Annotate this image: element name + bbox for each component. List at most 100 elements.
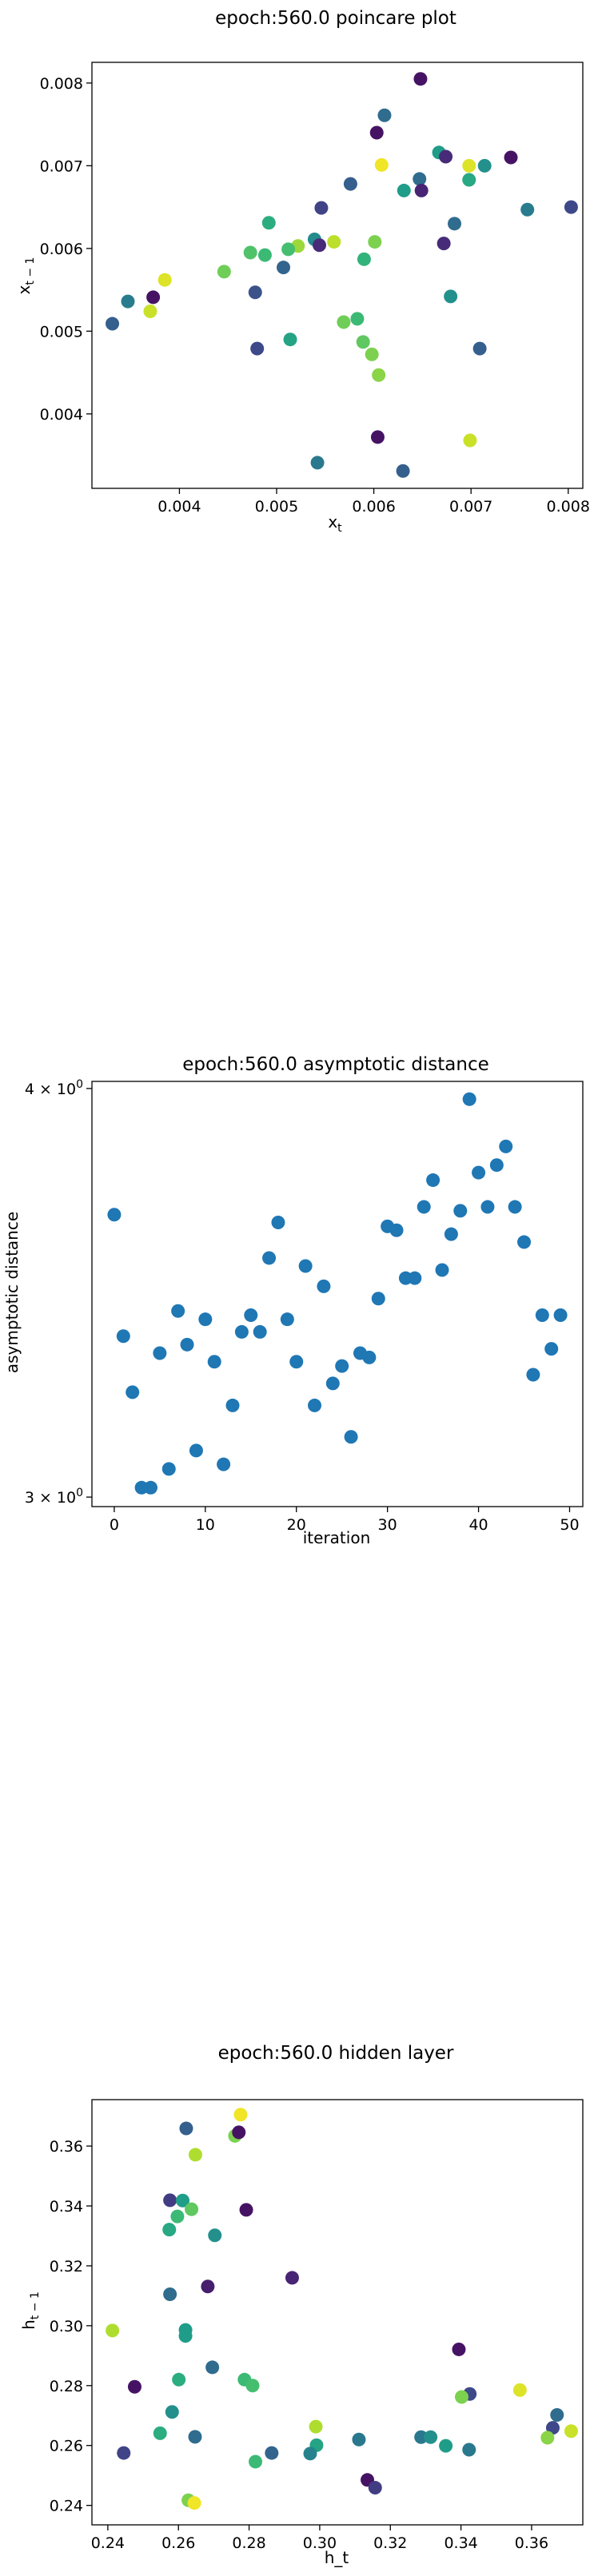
- asymptotic-distance-x-ticks: 0 10 20 30 40 50: [110, 1507, 580, 1534]
- data-point: [310, 456, 325, 470]
- data-point: [239, 2203, 253, 2217]
- data-point: [281, 242, 296, 257]
- data-point: [253, 1324, 267, 1339]
- data-point: [176, 2193, 190, 2208]
- data-point: [285, 2271, 299, 2285]
- data-point: [414, 2430, 429, 2444]
- hidden-layer-frame: [91, 2099, 584, 2526]
- x-tick-label: 0.004: [157, 498, 201, 516]
- hidden-layer-title: epoch:560.0 hidden layer: [218, 2043, 454, 2064]
- data-point: [280, 1312, 294, 1327]
- data-point: [389, 1223, 404, 1237]
- data-point: [444, 1227, 458, 1241]
- x-tick-label: 0.32: [373, 2534, 407, 2552]
- x-tick-label: 0.24: [91, 2534, 125, 2552]
- data-point: [189, 1443, 203, 1458]
- data-point: [250, 341, 265, 356]
- data-point: [106, 2323, 120, 2338]
- poincare-plot-panel: epoch:560.0 poincare plot 0.004 0.005 0.00…: [14, 8, 590, 535]
- data-point: [362, 1350, 377, 1364]
- asymptotic-distance-x-label: iteration: [303, 1528, 371, 1547]
- data-point: [188, 2148, 202, 2162]
- data-point: [343, 177, 357, 191]
- x-tick-label: 0.008: [547, 498, 590, 516]
- data-point: [499, 1139, 513, 1153]
- data-point: [374, 157, 389, 172]
- poincare-plot-x-ticks: 0.004 0.005 0.006 0.007 0.008: [157, 488, 590, 516]
- data-point: [377, 108, 392, 122]
- data-point: [116, 1329, 130, 1344]
- x-tick-label: 0.26: [161, 2534, 195, 2552]
- data-point: [127, 2379, 142, 2394]
- data-point: [261, 216, 276, 230]
- data-point: [172, 2372, 186, 2387]
- data-point: [472, 1165, 486, 1180]
- data-point: [107, 1208, 122, 1222]
- data-point: [153, 1346, 167, 1360]
- data-point: [370, 430, 385, 444]
- y-tick-label: 0.26: [50, 2438, 83, 2455]
- data-point: [448, 217, 462, 231]
- y-tick-label: 0.28: [50, 2378, 83, 2395]
- asymptotic-distance-frame: [91, 1081, 584, 1507]
- data-point: [453, 1204, 468, 1218]
- hidden-layer-x-ticks: 0.24 0.26 0.28 0.30 0.32 0.34 0.36: [91, 2525, 548, 2552]
- data-point: [462, 158, 476, 173]
- data-point: [309, 2419, 323, 2434]
- data-point: [444, 289, 458, 304]
- data-point: [244, 1308, 258, 1322]
- data-point: [424, 2430, 438, 2444]
- data-point: [357, 252, 371, 266]
- data-point: [234, 1324, 249, 1339]
- data-point: [327, 235, 341, 249]
- data-point: [426, 1173, 441, 1188]
- data-point: [171, 1304, 185, 1318]
- data-point: [368, 2481, 382, 2495]
- data-point: [232, 2125, 246, 2140]
- data-point: [317, 1279, 331, 1293]
- data-point: [121, 294, 135, 309]
- data-point: [245, 2379, 260, 2393]
- data-point: [178, 2329, 193, 2343]
- y-tick-label: 3 × 100: [25, 1487, 83, 1507]
- x-tick-label: 0.006: [352, 498, 395, 516]
- y-tick-label: 0.006: [40, 241, 83, 258]
- data-point: [185, 2202, 199, 2216]
- data-point: [201, 2279, 215, 2294]
- data-point: [526, 1368, 540, 1382]
- hidden-layer-points: [106, 2108, 578, 2510]
- x-tick-label: 0.007: [449, 498, 492, 516]
- data-point: [344, 1430, 358, 1444]
- data-point: [217, 1457, 231, 1471]
- data-point: [314, 201, 329, 215]
- asymptotic-distance-points: [107, 1092, 568, 1495]
- y-tick-label: 4 × 100: [25, 1078, 83, 1098]
- data-point: [396, 464, 410, 478]
- hidden-layer-x-label: h_t: [325, 2548, 349, 2567]
- data-point: [217, 265, 231, 279]
- data-point: [162, 2223, 177, 2237]
- data-point: [243, 245, 257, 260]
- data-point: [303, 2447, 317, 2461]
- data-point: [413, 172, 427, 186]
- data-point: [163, 2193, 177, 2208]
- data-point: [161, 1462, 176, 1476]
- data-point: [179, 2121, 193, 2136]
- data-point: [437, 237, 451, 251]
- data-point: [208, 2228, 222, 2243]
- x-tick-label: 0.28: [232, 2534, 265, 2552]
- data-point: [489, 1158, 504, 1173]
- data-point: [283, 332, 297, 347]
- x-tick-label: 20: [287, 1516, 306, 1534]
- data-point: [126, 1385, 140, 1399]
- data-point: [277, 261, 291, 275]
- data-point: [477, 158, 492, 173]
- data-point: [368, 235, 382, 249]
- x-tick-label: 30: [378, 1516, 397, 1534]
- y-tick-label: 0.36: [50, 2138, 83, 2156]
- y-tick-label: 0.005: [40, 323, 83, 340]
- poincare-plot-y-ticks: 0.004 0.005 0.006 0.007 0.008: [40, 75, 92, 424]
- y-tick-label: 0.24: [50, 2498, 83, 2515]
- y-tick-label: 0.008: [40, 75, 83, 93]
- data-point: [180, 1337, 194, 1352]
